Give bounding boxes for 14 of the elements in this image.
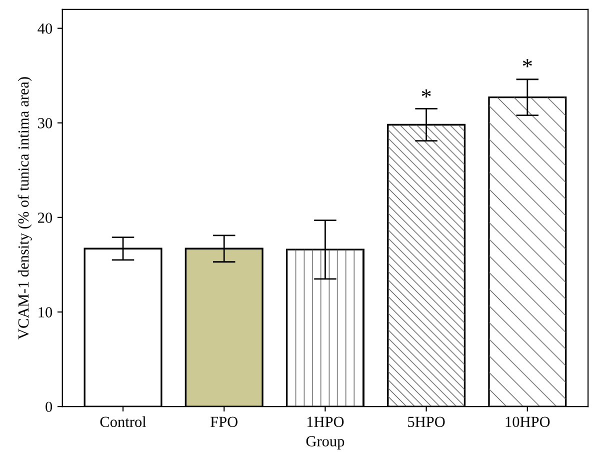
x-tick-label: Control: [100, 416, 146, 428]
y-tick-label: 30: [38, 118, 52, 128]
annotation: *: [422, 89, 431, 98]
x-tick-label: FPO: [210, 416, 238, 428]
x-tick-label: 10HPO: [506, 416, 550, 428]
annotation: *: [522, 59, 532, 68]
y-tick-label: 20: [38, 212, 52, 223]
y-tick-label: 10: [38, 307, 52, 318]
x-tick-label: 1HPO: [307, 416, 344, 428]
x-tick-label: 5HPO: [408, 416, 445, 428]
y-axis-title: VCAM-1 density (% of tunica intima area): [18, 77, 32, 340]
y-tick-label: 0: [46, 402, 52, 412]
y-tick-label: 40: [38, 23, 52, 34]
x-axis-title: Group: [306, 436, 344, 450]
